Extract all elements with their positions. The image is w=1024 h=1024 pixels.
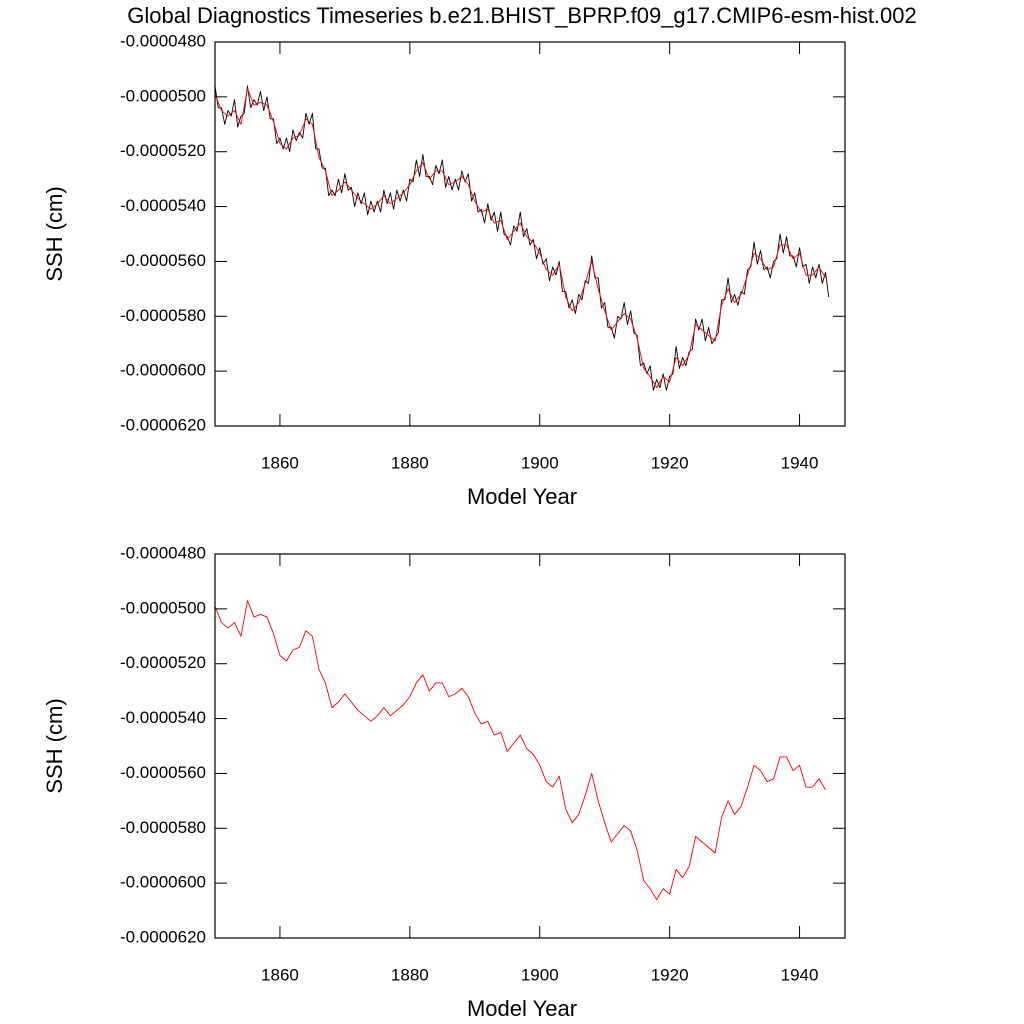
x-tick-label: 1920 [651, 965, 689, 984]
y-tick-label: -0.0000580 [120, 818, 206, 837]
x-axis-label: Model Year [467, 484, 577, 509]
y-tick-label: -0.0000540 [120, 196, 206, 215]
y-tick-label: -0.0000540 [120, 708, 206, 727]
y-tick-label: -0.0000500 [120, 86, 206, 105]
y-tick-label: -0.0000580 [120, 306, 206, 325]
x-tick-label: 1880 [391, 965, 429, 984]
x-tick-label: 1900 [521, 965, 559, 984]
y-tick-label: -0.0000520 [120, 141, 206, 160]
x-tick-label: 1860 [261, 965, 299, 984]
plot-frame [214, 41, 846, 427]
plot-frame [214, 553, 846, 939]
y-tick-label: -0.0000520 [120, 653, 206, 672]
y-tick-label: -0.0000620 [120, 927, 206, 946]
y-tick-label: -0.0000560 [120, 763, 206, 782]
y-axis-label: SSH (cm) [42, 186, 67, 281]
y-tick-label: -0.0000600 [120, 361, 206, 380]
y-axis-label: SSH (cm) [42, 698, 67, 793]
y-tick-label: -0.0000600 [120, 873, 206, 892]
x-tick-label: 1940 [781, 453, 819, 472]
data-line [214, 600, 826, 901]
y-tick-label: -0.0000560 [120, 251, 206, 270]
y-tick-label: -0.0000480 [120, 31, 206, 50]
x-tick-label: 1900 [521, 453, 559, 472]
x-tick-label: 1880 [391, 453, 429, 472]
y-tick-label: -0.0000500 [120, 598, 206, 617]
x-tick-label: 1940 [781, 965, 819, 984]
x-tick-label: 1920 [651, 453, 689, 472]
chart-title: Global Diagnostics Timeseries b.e21.BHIS… [127, 3, 917, 28]
x-tick-label: 1860 [261, 453, 299, 472]
y-tick-label: -0.0000480 [120, 543, 206, 562]
data-line [214, 88, 826, 389]
x-axis-label: Model Year [467, 996, 577, 1021]
y-tick-label: -0.0000620 [120, 415, 206, 434]
